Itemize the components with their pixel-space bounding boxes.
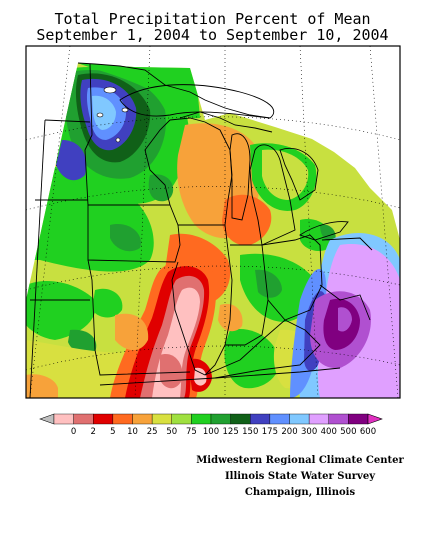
legend-swatch — [132, 413, 153, 425]
legend-swatch — [93, 413, 114, 425]
legend-tick-label: 100 — [203, 427, 219, 437]
map-title-line2: September 1, 2004 to September 10, 2004 — [36, 26, 389, 44]
legend-swatch — [151, 413, 172, 425]
legend-swatch — [53, 413, 74, 425]
legend-swatch — [191, 413, 212, 425]
map-title-line1: Total Precipitation Percent of Mean — [54, 10, 371, 28]
legend-tick-label: 2 — [91, 427, 96, 437]
legend-swatch — [289, 413, 310, 425]
legend-swatch — [210, 413, 231, 425]
legend-swatch — [250, 413, 271, 425]
legend-arrow-low — [39, 413, 55, 425]
legend-tick-label: 125 — [223, 427, 239, 437]
legend-swatch — [171, 413, 192, 425]
state-boundaries — [29, 62, 373, 398]
legend-swatch — [230, 413, 251, 425]
legend-swatch — [348, 413, 369, 425]
map-area — [26, 46, 400, 398]
legend-swatch — [328, 413, 349, 425]
minnesota-lakes — [96, 86, 129, 143]
legend-arrow-high — [367, 413, 383, 425]
legend-swatch — [73, 413, 94, 425]
legend-swatch — [112, 413, 133, 425]
legend-tick-label: 10 — [127, 427, 138, 437]
legend-tick-label: 50 — [166, 427, 177, 437]
credit-line3: Champaign, Illinois — [244, 487, 356, 498]
legend-tick-label: 500 — [340, 427, 356, 437]
legend-swatch — [269, 413, 290, 425]
legend-tick-label: 400 — [321, 427, 337, 437]
map-frame — [25, 45, 401, 399]
legend-tick-label: 600 — [360, 427, 376, 437]
legend-tick-label: 5 — [110, 427, 115, 437]
color-legend: 0 2 5 10 25 50 75 100 125 150 175 200 300 400 500 600 — [39, 413, 383, 437]
credit-line1: Midwestern Regional Climate Center — [196, 455, 404, 466]
legend-tick-label: 150 — [242, 427, 258, 437]
legend-tick-label: 25 — [147, 427, 158, 437]
legend-tick-label: 200 — [281, 427, 297, 437]
legend-tick-label: 300 — [301, 427, 317, 437]
credit-line2: Illinois State Water Survey — [224, 471, 376, 482]
legend-tick-label: 175 — [262, 427, 278, 437]
legend-tick-label: 0 — [71, 427, 76, 437]
legend-tick-label: 75 — [186, 427, 197, 437]
legend-swatch — [308, 413, 329, 425]
